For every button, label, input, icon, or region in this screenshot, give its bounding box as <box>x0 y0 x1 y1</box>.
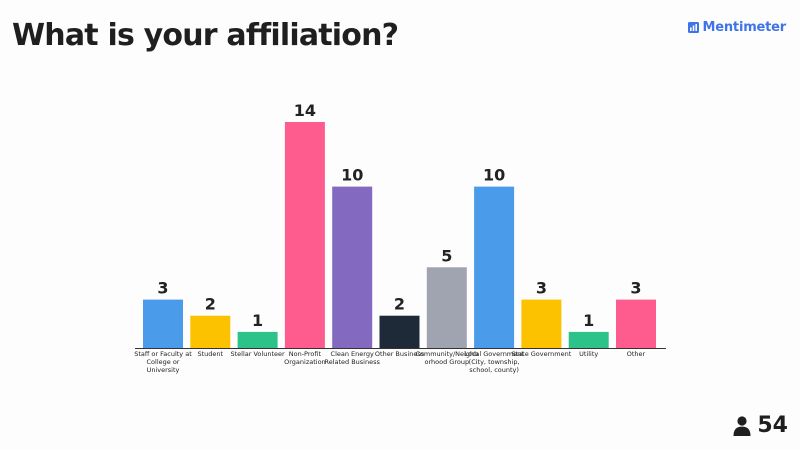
category-label: Stellar Volunteer <box>230 350 285 358</box>
bar <box>474 186 515 348</box>
bar-value-label: 3 <box>157 279 168 298</box>
brand-name: Mentimeter <box>702 20 787 35</box>
mentimeter-logo-icon <box>687 22 699 33</box>
bar-value-label: 3 <box>536 279 547 298</box>
category-label: Local Government (City, township, school… <box>464 350 524 374</box>
brand-logo: Mentimeter <box>687 20 787 35</box>
category-label: Student <box>197 350 224 358</box>
bar <box>190 315 231 348</box>
bar <box>237 331 278 348</box>
bar <box>521 299 562 348</box>
bar <box>568 331 609 348</box>
category-label: State Government <box>511 350 572 358</box>
bar-value-label: 10 <box>341 166 363 185</box>
category-label: Other <box>626 350 646 358</box>
category-label: Utility <box>579 350 599 358</box>
bar-value-label: 3 <box>630 279 641 298</box>
bar <box>616 299 656 348</box>
bar-value-label: 1 <box>252 311 263 330</box>
bar <box>426 267 467 348</box>
bar-value-label: 2 <box>394 295 405 314</box>
participant-count-value: 54 <box>757 413 788 438</box>
bar <box>379 315 420 348</box>
bar-value-label: 1 <box>583 311 594 330</box>
slide-title: What is your affiliation? <box>12 18 399 53</box>
bar-value-label: 10 <box>483 166 505 185</box>
bar <box>332 186 373 348</box>
category-label: Staff or Faculty at College or Universit… <box>134 350 192 374</box>
bar-value-label: 2 <box>205 295 216 314</box>
category-label: Community/Neighborhood Group <box>415 350 479 366</box>
bar-value-label: 14 <box>294 101 316 120</box>
bar <box>143 299 183 348</box>
participant-count: 54 <box>733 413 788 438</box>
bar <box>284 122 325 348</box>
bar-value-label: 5 <box>441 246 452 265</box>
user-icon <box>733 415 751 436</box>
category-label: Other Business <box>374 350 425 358</box>
category-label: Clean Energy Related Business <box>324 350 380 366</box>
category-label: Non-Profit Organization <box>284 350 326 366</box>
